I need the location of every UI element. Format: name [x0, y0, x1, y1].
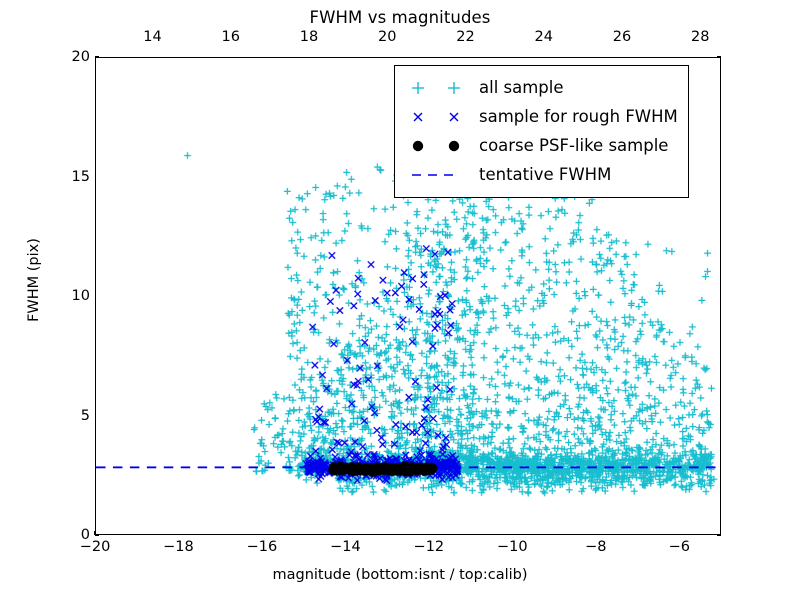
x-tick-label-top: 24: [534, 29, 553, 45]
x-tick-label-bottom: −8: [585, 539, 607, 555]
x-tick-label-bottom: −6: [668, 539, 690, 555]
y-axis-label: FWHM (pix): [26, 238, 42, 322]
x-tick-label-top: 18: [299, 29, 319, 45]
y-tick-label: 10: [71, 288, 90, 304]
legend-label-tentative-fwhm: tentative FWHM: [479, 165, 612, 184]
x-tick-label-bottom: −18: [163, 539, 194, 555]
y-tick-mark-left: [95, 56, 99, 58]
x-tick-label-top: 26: [612, 29, 632, 45]
y-tick-label: 0: [80, 527, 90, 543]
legend-label-all-sample: all sample: [479, 78, 564, 97]
x-tick-label-bottom: −16: [246, 539, 278, 555]
x-marker-icon: [404, 105, 476, 129]
x-tick-label-top: 28: [691, 29, 710, 45]
x-tick-label-bottom: −14: [330, 539, 361, 555]
dashed-line-icon: [404, 163, 476, 187]
x-tick-label-bottom: −10: [497, 539, 528, 555]
legend-label-rough-fwhm: sample for rough FWHM: [479, 107, 678, 126]
x-tick-label-top: 14: [143, 29, 162, 45]
legend-box: all sample sample for rough FWHM: [394, 65, 689, 198]
dot-marker-icon: [404, 134, 476, 158]
y-tick-label: 15: [71, 168, 90, 185]
legend-item-tentative-fwhm: tentative FWHM: [404, 160, 678, 189]
y-tick-mark-right: [717, 56, 721, 58]
plus-marker-icon: [404, 76, 476, 100]
legend-item-all-sample: all sample: [404, 73, 678, 102]
legend-item-psf-like: coarse PSF-like sample: [404, 131, 678, 160]
x-axis-label: magnitude (bottom:isnt / top:calib): [272, 567, 528, 583]
legend-item-rough-fwhm: sample for rough FWHM: [404, 102, 678, 131]
y-tick-label: 5: [80, 407, 90, 424]
y-tick-label: 20: [71, 49, 90, 65]
x-tick-label-bottom: −12: [413, 539, 445, 555]
x-tick-label-bottom: −20: [79, 539, 111, 555]
x-tick-mark-bottom: [94, 531, 96, 535]
legend-label-psf-like: coarse PSF-like sample: [479, 136, 669, 155]
x-tick-label-top: 16: [221, 29, 240, 45]
x-tick-label-top: 20: [378, 29, 397, 45]
x-tick-label-top: 22: [456, 29, 475, 45]
chart-title: FWHM vs magnitudes: [309, 8, 491, 27]
